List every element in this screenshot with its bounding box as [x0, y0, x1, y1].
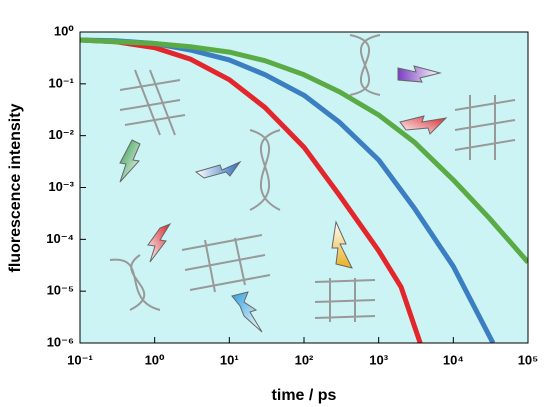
y-axis-title: fluorescence intensity: [7, 103, 24, 272]
lightning-icon: [231, 291, 263, 333]
ladder-icon: [454, 95, 516, 160]
ladder-icon: [314, 278, 376, 322]
y-tick-label: 10⁻²: [48, 127, 74, 142]
ladder-icon: [181, 234, 271, 293]
y-tick-label: 10⁰: [54, 23, 74, 38]
y-tick-label: 10⁻³: [48, 179, 74, 194]
x-tick-label: 10⁰: [145, 352, 165, 367]
line-series: [80, 37, 423, 343]
y-tick-label: 10⁻⁴: [46, 231, 74, 246]
x-tick-label: 10⁴: [443, 352, 464, 367]
lightning-icon: [331, 220, 353, 269]
x-tick-label: 10⁵: [518, 352, 539, 367]
y-tick-label: 10⁻¹: [48, 75, 74, 90]
x-tick-label: 10²: [295, 352, 314, 367]
decorations: [109, 34, 516, 333]
x-tick-label: 10³: [369, 352, 388, 367]
x-tick-label: 10⁻¹: [67, 352, 93, 367]
lightning-icon: [147, 222, 172, 263]
lightning-icon: [399, 115, 448, 135]
dna-icon: [109, 254, 161, 311]
x-axis-title: time / ps: [272, 387, 337, 404]
lightning-icon: [119, 139, 141, 183]
dna-icon: [349, 34, 381, 96]
x-tick-label: 10¹: [220, 352, 239, 367]
line-series: [80, 37, 528, 264]
dna-icon: [249, 129, 281, 211]
y-tick-label: 10⁻⁵: [47, 283, 74, 298]
lightning-icon: [194, 160, 242, 179]
y-tick-label: 10⁻⁶: [47, 334, 74, 349]
plot-frame: [79, 31, 529, 344]
lightning-icon: [397, 65, 442, 83]
ladder-icon: [119, 69, 186, 136]
